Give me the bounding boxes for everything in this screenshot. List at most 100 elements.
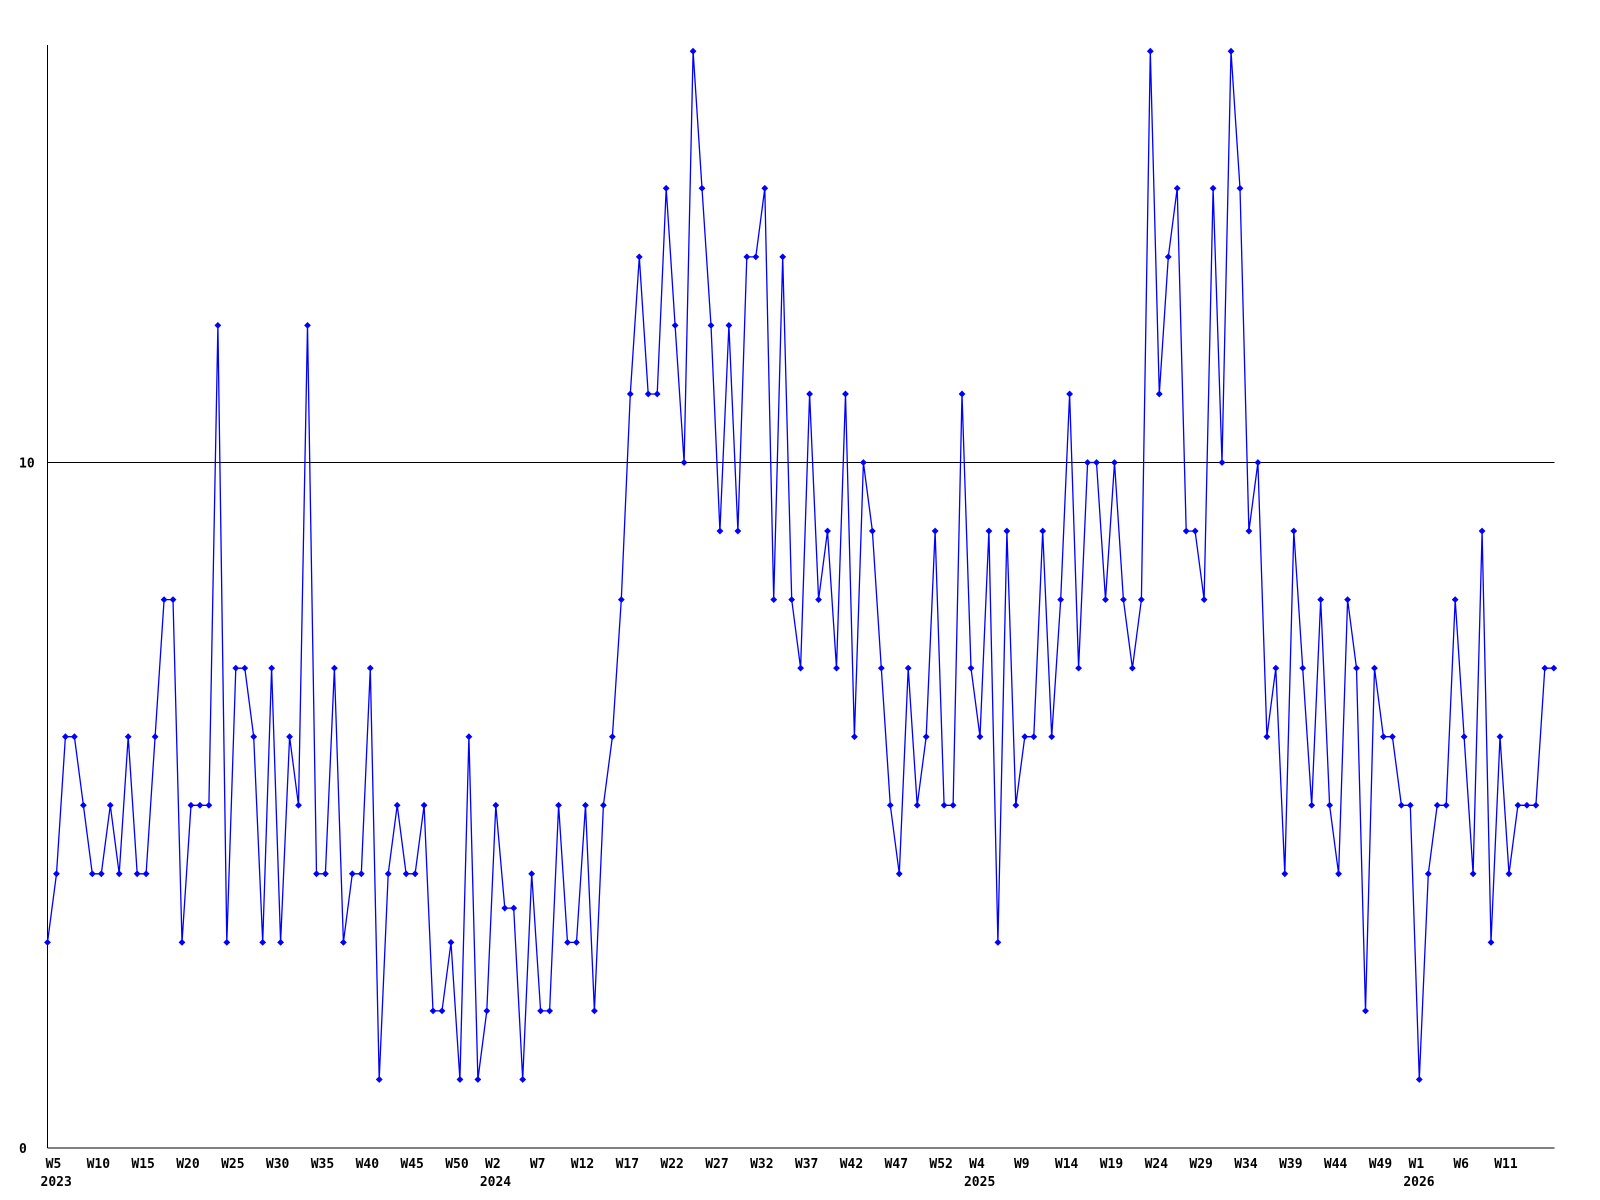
data-point-marker bbox=[1093, 459, 1100, 466]
x-axis-tick-label: W12 bbox=[571, 1157, 594, 1172]
data-point-marker bbox=[815, 596, 822, 603]
data-point-marker bbox=[1433, 801, 1441, 809]
data-point-marker bbox=[761, 184, 769, 192]
x-axis-tick-label: W47 bbox=[885, 1157, 908, 1172]
data-point-marker bbox=[537, 1007, 545, 1015]
data-point-marker bbox=[689, 47, 697, 55]
data-point-marker bbox=[1012, 801, 1020, 809]
data-point-marker bbox=[429, 1007, 437, 1015]
x-axis-tick-label: W45 bbox=[400, 1157, 423, 1172]
data-point-marker bbox=[1442, 801, 1450, 809]
data-point-marker bbox=[698, 184, 706, 192]
data-point-marker bbox=[555, 801, 562, 809]
data-point-marker bbox=[348, 870, 356, 878]
data-point-marker bbox=[169, 596, 177, 603]
x-axis-tick-label: W9 bbox=[1014, 1157, 1030, 1172]
x-axis-tick-label: W44 bbox=[1324, 1157, 1348, 1172]
data-point-marker bbox=[1362, 1007, 1369, 1015]
data-point-marker bbox=[402, 870, 410, 878]
data-point-marker bbox=[662, 184, 670, 192]
data-point-marker bbox=[824, 527, 831, 535]
data-point-marker bbox=[1424, 870, 1432, 878]
data-point-marker bbox=[115, 870, 123, 878]
data-point-marker bbox=[483, 1007, 491, 1015]
y-axis-tick-label: 10 bbox=[19, 457, 35, 472]
data-point-marker bbox=[1128, 664, 1136, 672]
x-axis-tick-label: W7 bbox=[530, 1157, 546, 1172]
x-axis-tick-label: W29 bbox=[1189, 1157, 1212, 1172]
data-point-marker bbox=[940, 801, 948, 809]
data-point-marker bbox=[743, 253, 751, 261]
data-point-marker bbox=[241, 664, 249, 672]
x-axis-tick-label: W32 bbox=[750, 1157, 773, 1172]
data-point-marker bbox=[1021, 733, 1029, 741]
data-point-marker bbox=[1263, 733, 1271, 741]
data-point-marker bbox=[106, 801, 114, 809]
data-point-marker bbox=[868, 527, 876, 535]
data-point-marker bbox=[1155, 390, 1163, 398]
data-point-marker bbox=[546, 1007, 553, 1015]
data-point-marker bbox=[1272, 664, 1280, 672]
data-point-marker bbox=[178, 938, 186, 946]
data-point-marker bbox=[833, 664, 840, 672]
data-point-marker bbox=[501, 904, 509, 912]
x-axis-tick-label: W11 bbox=[1494, 1157, 1518, 1172]
x-axis-tick-label: W37 bbox=[795, 1157, 818, 1172]
data-point-marker bbox=[79, 801, 87, 809]
x-axis-tick-label: W40 bbox=[356, 1157, 380, 1172]
x-axis-tick-label: W17 bbox=[616, 1157, 639, 1172]
data-point-marker bbox=[1281, 870, 1289, 878]
x-axis-tick-label: W19 bbox=[1100, 1157, 1123, 1172]
x-axis-tick-label: W2 bbox=[485, 1157, 501, 1172]
data-point-marker bbox=[1317, 596, 1325, 603]
data-point-marker bbox=[716, 527, 724, 535]
data-point-marker bbox=[1523, 801, 1531, 809]
data-point-marker bbox=[842, 390, 849, 398]
data-point-marker bbox=[967, 664, 975, 672]
x-axis-tick-label: W20 bbox=[176, 1157, 200, 1172]
data-point-marker bbox=[420, 801, 428, 809]
data-point-marker bbox=[860, 459, 867, 466]
data-point-marker bbox=[1003, 527, 1011, 535]
data-point-marker bbox=[895, 870, 903, 878]
x-axis-tick-label: W27 bbox=[705, 1157, 728, 1172]
x-axis-tick-label: W42 bbox=[840, 1157, 863, 1172]
data-point-marker bbox=[133, 870, 141, 878]
data-point-marker bbox=[1397, 801, 1405, 809]
data-point-marker bbox=[519, 1076, 527, 1083]
data-point-marker bbox=[707, 322, 715, 329]
data-point-markers bbox=[44, 47, 1558, 1083]
y-axis-tick-label: 0 bbox=[19, 1142, 27, 1157]
x-axis-tick-label: W6 bbox=[1453, 1157, 1469, 1172]
data-point-marker bbox=[268, 664, 276, 672]
data-point-marker bbox=[510, 904, 518, 912]
data-point-marker bbox=[331, 664, 338, 672]
data-point-marker bbox=[913, 801, 921, 809]
data-point-marker bbox=[1371, 664, 1378, 672]
data-point-marker bbox=[304, 322, 311, 329]
data-point-marker bbox=[44, 938, 51, 946]
data-point-marker bbox=[788, 596, 796, 603]
data-point-marker bbox=[582, 801, 589, 809]
data-point-marker bbox=[339, 938, 347, 946]
x-axis-tick-label: W14 bbox=[1055, 1157, 1079, 1172]
data-point-marker bbox=[1478, 527, 1486, 535]
data-point-marker bbox=[591, 1007, 598, 1015]
data-point-marker bbox=[1209, 184, 1217, 192]
data-point-marker bbox=[734, 527, 742, 535]
x-axis-year-label: 2025 bbox=[964, 1175, 995, 1190]
data-point-marker bbox=[1290, 527, 1298, 535]
x-axis-tick-label: W22 bbox=[660, 1157, 683, 1172]
x-axis-tick-label: W5 bbox=[46, 1157, 62, 1172]
data-point-marker bbox=[1496, 733, 1504, 741]
data-point-marker bbox=[1236, 184, 1244, 192]
x-axis-tick-label: W35 bbox=[311, 1157, 334, 1172]
x-axis-tick-label: W39 bbox=[1279, 1157, 1302, 1172]
data-point-marker bbox=[1173, 184, 1181, 192]
data-point-marker bbox=[1389, 733, 1396, 741]
data-point-marker bbox=[680, 459, 688, 466]
x-axis-tick-label: W52 bbox=[929, 1157, 952, 1172]
data-point-marker bbox=[250, 733, 258, 741]
data-point-marker bbox=[851, 733, 858, 741]
